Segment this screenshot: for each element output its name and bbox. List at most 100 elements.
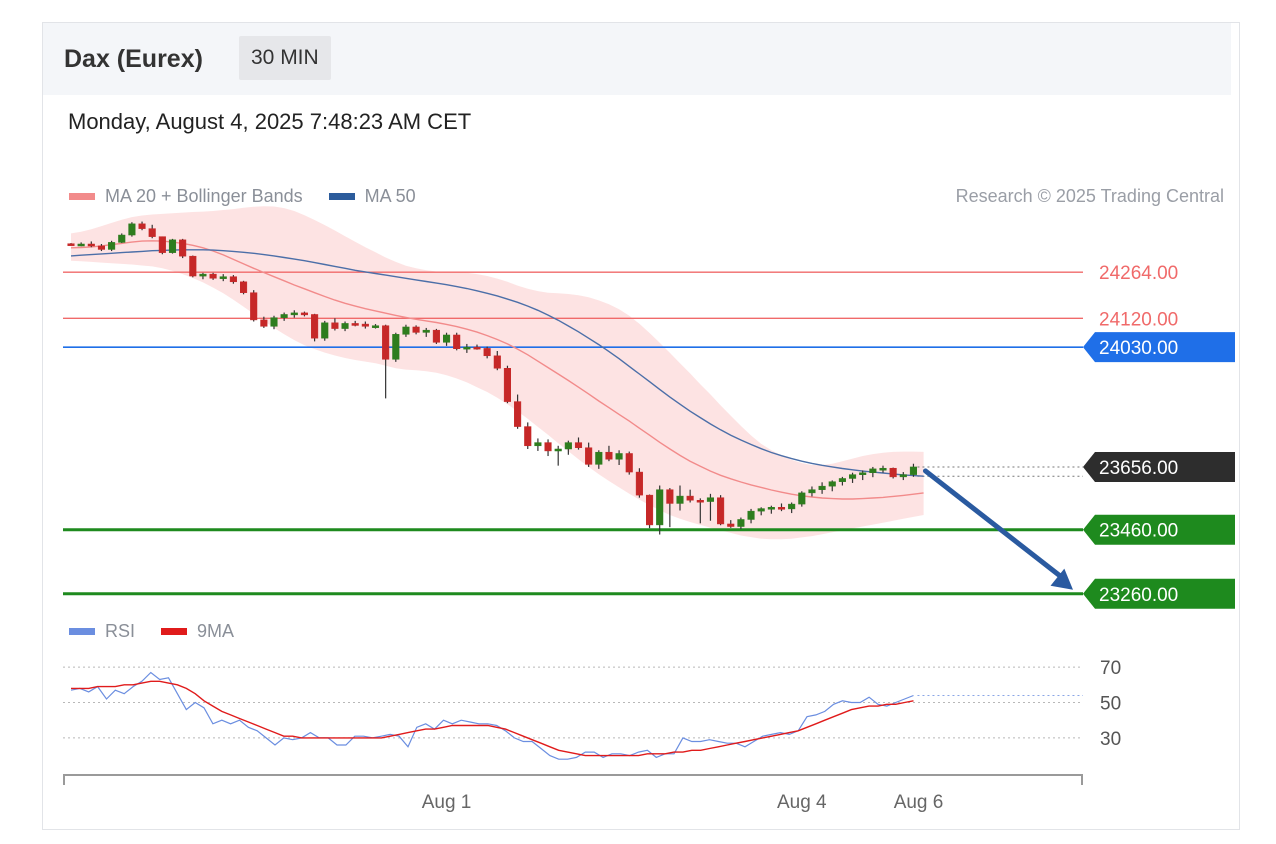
rsi-line bbox=[70, 671, 914, 760]
timestamp: Monday, August 4, 2025 7:48:23 AM CET bbox=[68, 109, 472, 134]
candle-body bbox=[108, 242, 116, 250]
candle-body bbox=[240, 281, 248, 293]
candle bbox=[97, 244, 106, 252]
candle-body bbox=[696, 500, 704, 503]
candle bbox=[544, 439, 552, 457]
candle bbox=[443, 332, 451, 346]
candle-body bbox=[463, 346, 471, 350]
candle bbox=[77, 242, 85, 247]
candle bbox=[727, 520, 735, 528]
candle-body bbox=[574, 442, 583, 448]
candle bbox=[280, 312, 288, 321]
candle bbox=[869, 466, 877, 478]
candle bbox=[493, 350, 501, 371]
candle-body bbox=[402, 326, 410, 335]
candle-body bbox=[493, 355, 501, 369]
candle bbox=[229, 275, 237, 284]
candle bbox=[341, 321, 349, 332]
candle bbox=[432, 328, 440, 344]
candle bbox=[625, 451, 633, 475]
candle bbox=[270, 315, 278, 330]
level-label-23460.00: 23460.00 bbox=[1099, 521, 1178, 542]
candle bbox=[909, 463, 918, 477]
candle bbox=[676, 485, 684, 511]
candle-body bbox=[371, 325, 380, 328]
candle bbox=[250, 290, 258, 322]
candle bbox=[392, 332, 400, 362]
candle-body bbox=[747, 510, 755, 520]
candle-body bbox=[321, 322, 329, 339]
candle bbox=[67, 243, 75, 246]
candle bbox=[646, 494, 654, 529]
candle bbox=[717, 495, 725, 526]
candle-body bbox=[524, 426, 532, 447]
candle-body bbox=[869, 468, 877, 473]
candles-group bbox=[67, 221, 918, 535]
candle-body bbox=[128, 223, 136, 236]
candle bbox=[463, 343, 471, 353]
candle-body bbox=[899, 474, 907, 478]
legend-item-ma50: MA 50 bbox=[328, 186, 416, 207]
candle-body bbox=[727, 523, 735, 527]
candle bbox=[108, 240, 116, 252]
candle bbox=[635, 468, 643, 498]
candle-body bbox=[889, 467, 897, 478]
candle-body bbox=[432, 329, 440, 343]
candle-body bbox=[270, 317, 278, 327]
candle-body bbox=[331, 322, 339, 329]
candle bbox=[260, 316, 268, 328]
candle-body bbox=[646, 494, 654, 526]
interval-button[interactable]: 30 MIN bbox=[239, 36, 331, 80]
candle bbox=[838, 476, 846, 486]
candle bbox=[219, 274, 227, 282]
candle-body bbox=[717, 497, 725, 525]
level-tag-24030.00 bbox=[1083, 332, 1235, 363]
candle-body bbox=[818, 485, 826, 490]
projection-arrow-head bbox=[1050, 568, 1073, 590]
level-tag-23460.00 bbox=[1083, 514, 1235, 545]
candle-body bbox=[209, 273, 217, 279]
candle bbox=[168, 238, 177, 254]
candle-body bbox=[625, 453, 633, 473]
candle-body bbox=[706, 497, 715, 502]
candle-body bbox=[503, 368, 511, 402]
candle bbox=[382, 324, 390, 399]
candle bbox=[747, 508, 755, 524]
candle bbox=[595, 450, 603, 469]
candle bbox=[696, 498, 704, 524]
candle bbox=[189, 255, 197, 278]
candle-body bbox=[392, 334, 400, 360]
candle-body bbox=[158, 236, 166, 253]
candle bbox=[483, 346, 491, 359]
candle-body bbox=[97, 245, 106, 250]
candle-body bbox=[564, 442, 572, 450]
candle-body bbox=[838, 478, 846, 482]
candle bbox=[767, 505, 775, 514]
candle-body bbox=[656, 489, 664, 526]
candle bbox=[351, 320, 359, 327]
candle-body bbox=[788, 503, 796, 510]
candle bbox=[849, 472, 857, 483]
candle-body bbox=[412, 326, 420, 333]
candle-body bbox=[341, 323, 349, 329]
bollinger-band-area bbox=[71, 206, 924, 540]
candle bbox=[554, 445, 562, 466]
candle bbox=[706, 493, 715, 521]
legend-label-9ma: 9MA bbox=[197, 621, 235, 641]
candle bbox=[402, 324, 410, 337]
candle-body bbox=[909, 466, 918, 475]
level-label-23656.00: 23656.00 bbox=[1099, 458, 1178, 479]
candle bbox=[300, 311, 308, 317]
candle-body bbox=[138, 223, 146, 229]
candle bbox=[757, 507, 765, 516]
candle-body bbox=[595, 451, 603, 465]
candle bbox=[564, 440, 572, 455]
candle bbox=[311, 313, 319, 342]
candle-body bbox=[443, 334, 451, 343]
candle bbox=[818, 482, 826, 494]
candle-body bbox=[828, 481, 836, 487]
candle bbox=[808, 486, 816, 497]
candle bbox=[87, 241, 95, 248]
legend-label-ma20: MA 20 + Bollinger Bands bbox=[105, 186, 303, 206]
candle-body bbox=[260, 319, 268, 327]
